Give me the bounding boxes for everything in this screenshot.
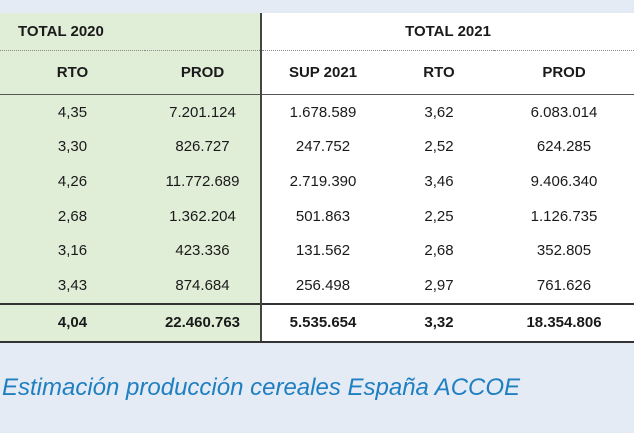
cell-sup-2021: 1.678.589: [260, 94, 384, 130]
column-header-sup-2021: SUP 2021: [260, 50, 384, 95]
cell-rto-2020: 3,16: [0, 233, 145, 268]
table-row: 4,35 7.201.124 1.678.589 3,62 6.083.014: [0, 94, 634, 130]
total-sup-2021: 5.535.654: [260, 302, 384, 343]
cell-prod-2020: 826.727: [145, 129, 261, 165]
column-header-prod-2021: PROD: [494, 50, 634, 95]
column-header-rto-2021: RTO: [384, 50, 494, 95]
cereal-estimate-table: TOTAL 2020 TOTAL 2021 RTO PROD SUP 2021 …: [0, 13, 634, 354]
cell-rto-2021: 3,46: [384, 164, 494, 199]
cell-rto-2020: 3,43: [0, 267, 145, 304]
total-rto-2021: 3,32: [384, 302, 494, 343]
total-row: 4,04 22.460.763 5.535.654 3,32 18.354.80…: [0, 302, 634, 343]
cell-rto-2021: 2,97: [384, 267, 494, 304]
table-row: 4,26 11.772.689 2.719.390 3,46 9.406.340: [0, 164, 634, 199]
cell-rto-2020: 4,26: [0, 164, 145, 199]
cell-prod-2020: 874.684: [145, 267, 261, 304]
cell-sup-2021: 2.719.390: [260, 164, 384, 199]
group-header-2020: TOTAL 2020: [0, 13, 261, 51]
cell-rto-2021: 3,62: [384, 94, 494, 130]
total-prod-2021: 18.354.806: [494, 302, 634, 343]
cell-rto-2020: 4,35: [0, 94, 145, 130]
cell-sup-2021: 501.863: [260, 198, 384, 234]
cell-sup-2021: 256.498: [260, 267, 384, 304]
cell-prod-2020: 7.201.124: [145, 94, 261, 130]
column-header-rto-2020: RTO: [0, 50, 145, 95]
cell-prod-2021: 9.406.340: [494, 164, 634, 199]
cell-prod-2020: 423.336: [145, 233, 261, 268]
table-row: 3,16 423.336 131.562 2,68 352.805: [0, 233, 634, 268]
group-header-row: TOTAL 2020 TOTAL 2021: [0, 13, 634, 51]
table-row: 2,68 1.362.204 501.863 2,25 1.126.735: [0, 198, 634, 234]
table-row: 3,43 874.684 256.498 2,97 761.626: [0, 267, 634, 304]
column-header-row: RTO PROD SUP 2021 RTO PROD: [0, 50, 634, 95]
cell-prod-2020: 11.772.689: [145, 164, 261, 199]
cell-prod-2021: 6.083.014: [494, 94, 634, 130]
cell-prod-2020: 1.362.204: [145, 198, 261, 234]
cell-prod-2021: 624.285: [494, 129, 634, 165]
cell-sup-2021: 131.562: [260, 233, 384, 268]
cell-rto-2021: 2,68: [384, 233, 494, 268]
table-row: 3,30 826.727 247.752 2,52 624.285: [0, 129, 634, 165]
total-prod-2020: 22.460.763: [145, 302, 261, 343]
cell-rto-2020: 2,68: [0, 198, 145, 234]
total-rto-2020: 4,04: [0, 302, 145, 343]
cell-prod-2021: 352.805: [494, 233, 634, 268]
group-header-2021: TOTAL 2021: [259, 13, 634, 51]
data-table: TOTAL 2020 TOTAL 2021 RTO PROD SUP 2021 …: [0, 13, 634, 343]
cell-prod-2021: 1.126.735: [494, 198, 634, 234]
cell-prod-2021: 761.626: [494, 267, 634, 304]
cell-sup-2021: 247.752: [260, 129, 384, 165]
cell-rto-2021: 2,52: [384, 129, 494, 165]
cell-rto-2020: 3,30: [0, 129, 145, 165]
column-header-prod-2020: PROD: [145, 50, 261, 95]
cell-rto-2021: 2,25: [384, 198, 494, 234]
figure-caption: Estimación producción cereales España AC…: [2, 374, 521, 401]
